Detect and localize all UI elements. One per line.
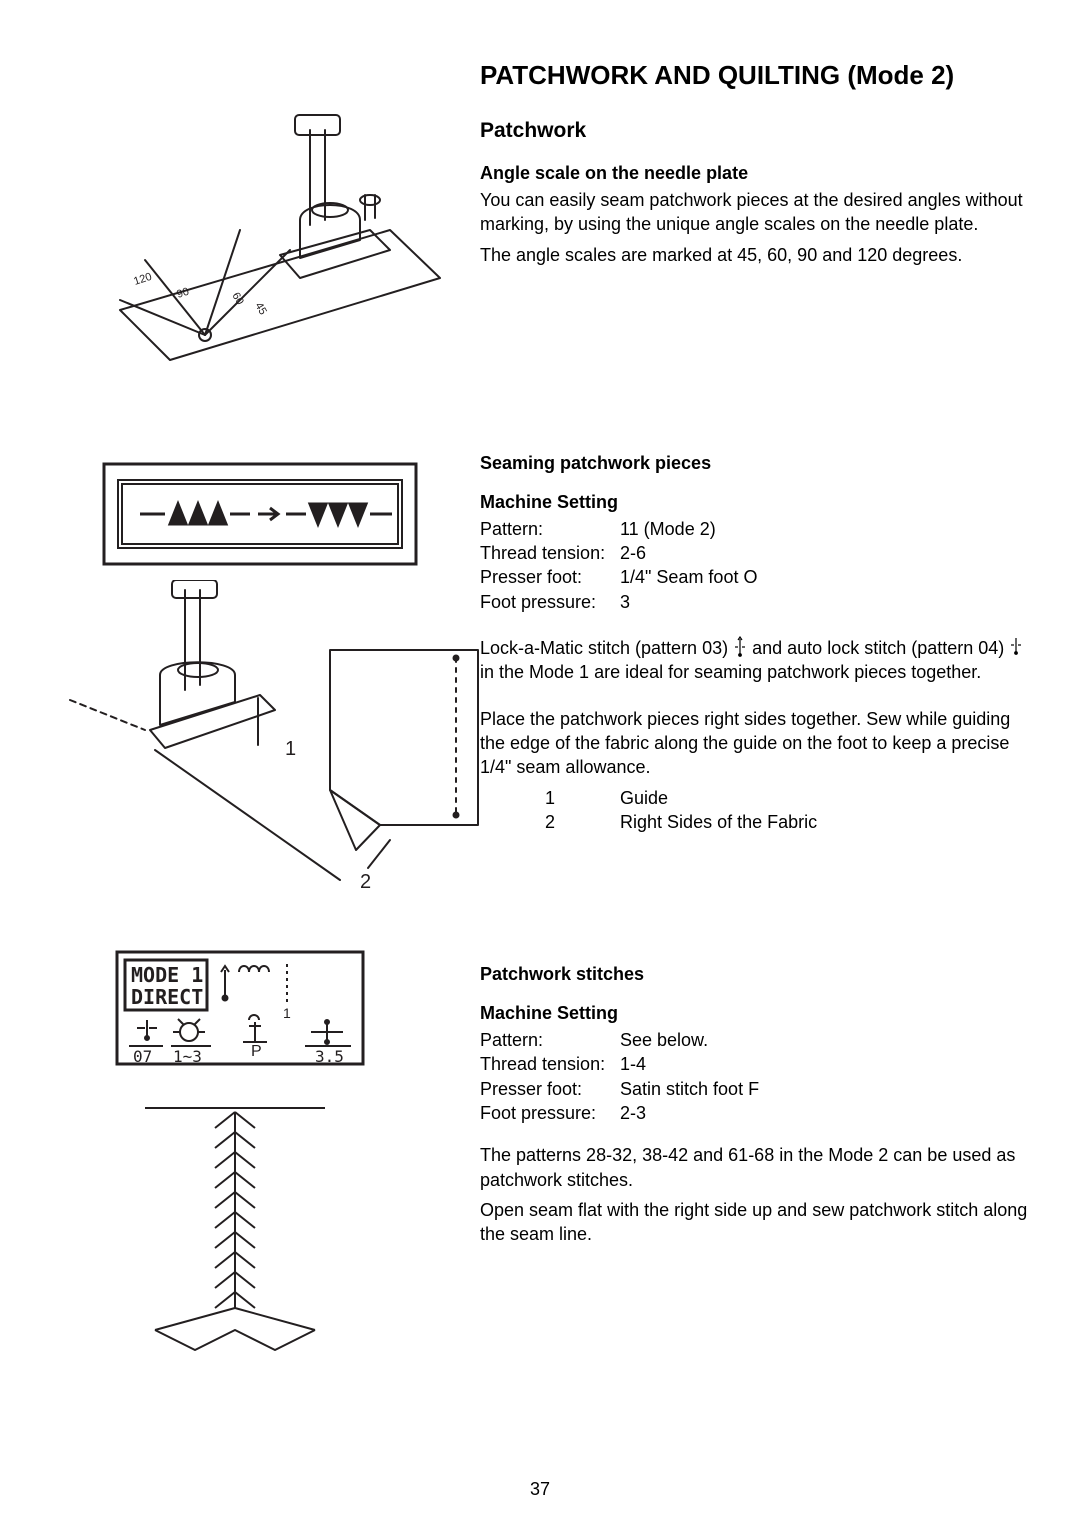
callout-1: 1: [285, 738, 296, 760]
stitch-icon-04: [1009, 636, 1023, 658]
para-angle-2: The angle scales are marked at 45, 60, 9…: [480, 243, 1036, 267]
legend-2: 2 Right Sides of the Fabric: [480, 810, 1036, 834]
setting-tension-1: Thread tension:2-6: [480, 541, 1036, 565]
machine-setting-1: Machine Setting: [480, 492, 1036, 513]
setting-pattern-2: Pattern:See below.: [480, 1028, 1036, 1052]
angle-label-120: 120: [132, 271, 153, 288]
para-lockamatic: Lock-a-Matic stitch (pattern 03) and aut…: [480, 636, 1036, 685]
para-seam-guide: Place the patchwork pieces right sides t…: [480, 707, 1036, 780]
page-title: PATCHWORK AND QUILTING (Mode 2): [480, 60, 1036, 91]
setting-foot-1: Presser foot:1/4" Seam foot O: [480, 565, 1036, 589]
illustration-angle-scale: 120 90 60 45: [60, 100, 460, 390]
illustration-quarter-inch-foot: 1 2: [60, 580, 460, 900]
subhead-angle-scale: Angle scale on the needle plate: [480, 163, 1036, 184]
para-ps-1: The patterns 28-32, 38-42 and 61-68 in t…: [480, 1143, 1036, 1192]
lcd-1-3: 1~3: [173, 1047, 202, 1066]
lcd-p: P: [251, 1043, 262, 1060]
subhead-seaming: Seaming patchwork pieces: [480, 453, 1036, 474]
stitch-icon-03: [733, 636, 747, 658]
setting-pressure-2: Foot pressure:2-3: [480, 1101, 1036, 1125]
para-ps-2: Open seam flat with the right side up an…: [480, 1198, 1036, 1247]
machine-setting-2: Machine Setting: [480, 1003, 1036, 1024]
lcd-35: 3.5: [315, 1047, 344, 1066]
setting-tension-2: Thread tension:1-4: [480, 1052, 1036, 1076]
svg-text:1: 1: [283, 1005, 291, 1021]
setting-foot-2: Presser foot:Satin stitch foot F: [480, 1077, 1036, 1101]
lcd-mode: MODE 1: [131, 963, 203, 987]
legend-1: 1 Guide: [480, 786, 1036, 810]
setting-pressure-1: Foot pressure:3: [480, 590, 1036, 614]
callout-2: 2: [360, 871, 371, 893]
illustration-feather-stitch: [115, 1098, 460, 1358]
angle-label-90: 90: [175, 286, 190, 301]
illustration-lcd-mode1: MODE 1 DIRECT 1: [115, 950, 460, 1080]
para-angle-1: You can easily seam patchwork pieces at …: [480, 188, 1036, 237]
angle-label-60: 60: [229, 291, 246, 308]
page-number: 37: [0, 1479, 1080, 1500]
subhead-patchwork-stitches: Patchwork stitches: [480, 964, 1036, 985]
section-heading-patchwork: Patchwork: [480, 119, 1036, 143]
lcd-07: 07: [133, 1047, 152, 1066]
illustration-lcd-stitch-preview: [100, 460, 460, 570]
lcd-direct: DIRECT: [131, 985, 203, 1009]
angle-label-45: 45: [252, 301, 269, 318]
setting-pattern-1: Pattern:11 (Mode 2): [480, 517, 1036, 541]
